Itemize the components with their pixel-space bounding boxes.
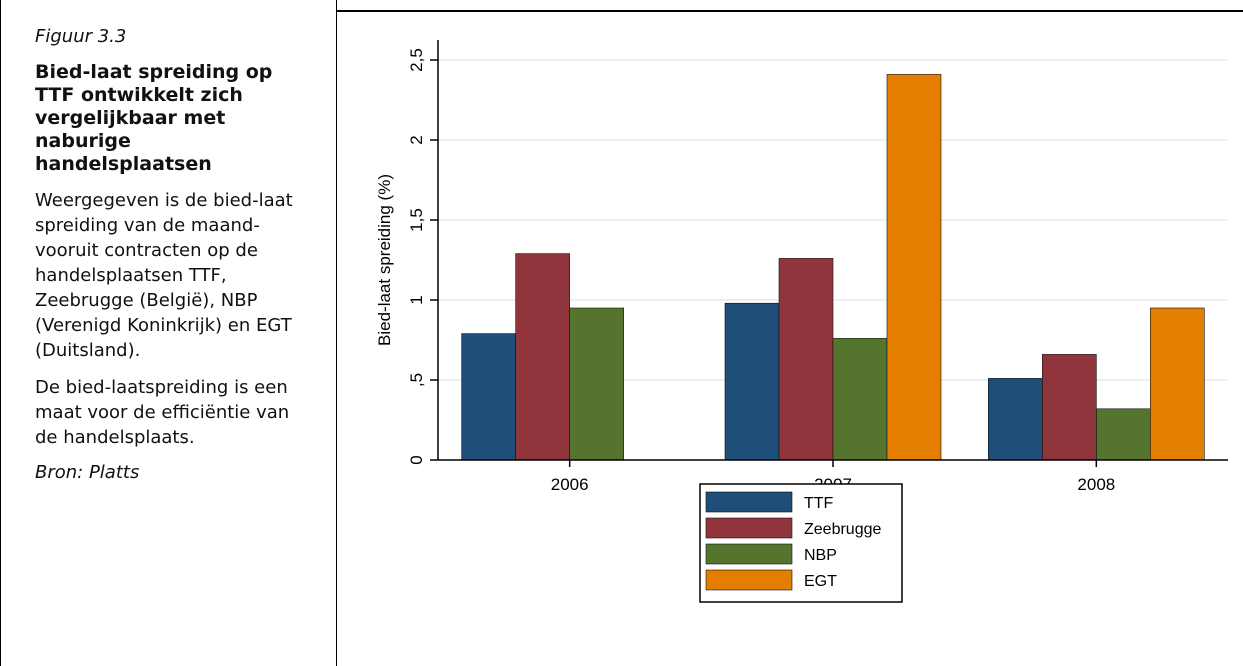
bar-ttf-2007 (724, 302, 780, 461)
bar-egt-2007 (886, 74, 942, 461)
legend-label-ttf: TTF (804, 495, 834, 512)
bar-chart: 0,511,522,5200620072008 Bied-laat spreid… (375, 40, 1228, 603)
bars (461, 74, 1205, 461)
figure-note: De bied-laatspreiding is een maat voor d… (35, 377, 290, 448)
figure-caption-panel: Figuur 3.3 Bied-laat spreiding op TTF on… (0, 0, 337, 666)
bar-ttf-2006 (461, 333, 516, 461)
y-tick-label: 1,5 (407, 208, 426, 232)
y-tick-label: 0 (407, 455, 426, 464)
y-tick-label: ,5 (407, 373, 426, 387)
y-axis-label: Bied-laat spreiding (%) (375, 174, 394, 346)
legend-swatch-ttf (705, 491, 793, 513)
bar-egt-2008 (1150, 307, 1205, 461)
top-border (337, 10, 1243, 12)
x-tick-label: 2006 (551, 475, 589, 494)
bar-zeebrugge-2006 (515, 253, 570, 461)
figure-title: Bied-laat spreiding op TTF ontwikkelt zi… (35, 61, 273, 175)
bar-ttf-2008 (988, 378, 1043, 461)
legend-label-egt: EGT (804, 573, 837, 590)
y-tick-label: 1 (407, 295, 426, 304)
legend-swatch-nbp (705, 543, 793, 565)
y-tick-label: 2 (407, 135, 426, 144)
bar-zeebrugge-2008 (1042, 354, 1097, 461)
legend-swatch-egt (705, 569, 793, 591)
bar-nbp-2006 (569, 307, 624, 461)
bar-nbp-2007 (832, 338, 888, 461)
legend-label-nbp: NBP (804, 547, 837, 564)
legend-swatch-zeebrugge (705, 517, 793, 539)
figure-label: Figuur 3.3 (35, 26, 127, 47)
figure-description: Weergegeven is de bied-laat spreiding va… (35, 190, 293, 361)
bar-zeebrugge-2007 (778, 258, 834, 461)
figure-source: Bron: Platts (35, 462, 140, 483)
legend-label-zeebrugge: Zeebrugge (804, 521, 881, 538)
y-tick-label: 2,5 (407, 48, 426, 72)
legend: TTF Zeebrugge NBP EGT (699, 483, 903, 603)
x-tick-label: 2008 (1077, 475, 1115, 494)
bar-nbp-2008 (1096, 408, 1151, 461)
